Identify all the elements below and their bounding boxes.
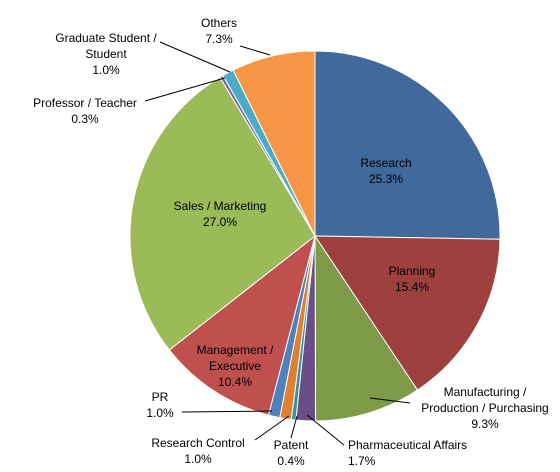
leader-line-research-control <box>254 415 290 441</box>
pie-slices <box>129 50 501 422</box>
leader-line-manufacturing-production-purchasing <box>369 397 411 404</box>
leader-line-professor-teacher <box>144 77 226 102</box>
pie-slice-research <box>314 50 501 240</box>
leader-line-graduate-student-student <box>159 41 231 73</box>
leader-line-pharmaceutical-affairs <box>306 414 345 446</box>
slice-label-planning: Planning 15.4% <box>389 264 436 294</box>
pie-slice-sales-marketing <box>129 76 316 351</box>
slice-labels: Research 25.3% Planning 15.4% Manufacturing … <box>33 16 549 468</box>
slice-label-manufacturing-production-purchasing: Manufacturing / Production / Purchasing 9.… <box>421 385 548 431</box>
pie-slice-others <box>232 50 316 237</box>
leader-line-patent <box>290 415 298 439</box>
leader-line-others <box>239 45 271 56</box>
leader-lines <box>144 41 411 446</box>
slice-label-research-control: Research Control 1.0% <box>151 436 244 466</box>
pie-slice-management-executive <box>168 234 316 416</box>
slice-label-research: Research 25.3% <box>360 156 411 186</box>
slice-label-pharmaceutical-affairs: Pharmaceutical Affairs 1.7% <box>348 438 467 468</box>
slice-label-graduate-student-student: Graduate Student / Student 1.0% <box>55 31 157 77</box>
slice-label-professor-teacher: Professor / Teacher 0.3% <box>33 96 137 126</box>
leader-line-pr <box>181 410 273 413</box>
slice-label-management-executive: Management / Executive 10.4% <box>197 343 274 389</box>
slice-label-pr: PR 1.0% <box>146 390 174 420</box>
pie-slice-planning <box>314 235 501 391</box>
slice-label-sales-marketing: Sales / Marketing 27.0% <box>174 199 267 229</box>
pie-slice-manufacturing-production-purchasing <box>314 234 419 422</box>
slice-label-patent: Patent 0.4% <box>274 438 309 468</box>
slice-label-others: Others 7.3% <box>201 16 237 46</box>
